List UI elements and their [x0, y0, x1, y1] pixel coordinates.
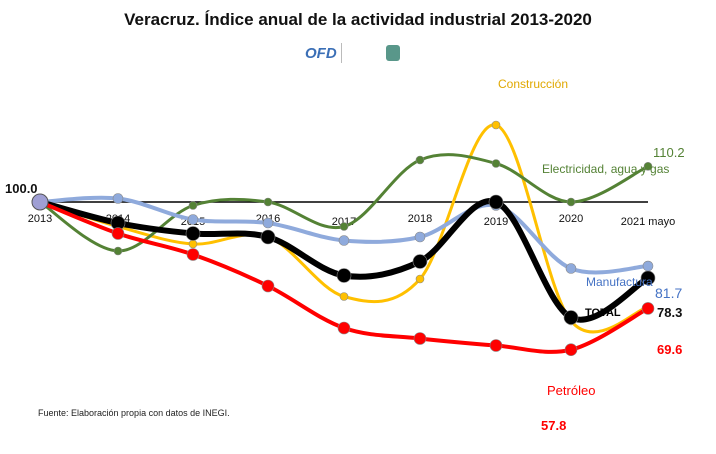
- data-point: [564, 343, 578, 357]
- series-line: [39, 198, 650, 323]
- x-tick-label: 2019: [484, 216, 508, 228]
- data-point: [188, 239, 198, 249]
- data-point: [261, 279, 275, 293]
- data-point: [262, 217, 274, 229]
- end-value-label: 81.7: [655, 285, 682, 301]
- data-point: [414, 231, 426, 243]
- series-name-label: Manufactura: [586, 275, 653, 289]
- data-point: [113, 246, 123, 256]
- data-point: [415, 155, 425, 165]
- chart-title: Veracruz. Índice anual de la actividad i…: [124, 10, 592, 29]
- series-name-label: Petróleo: [547, 383, 595, 398]
- data-point: [186, 248, 200, 261]
- logo-text: OFD: [305, 44, 337, 62]
- series-line: [39, 195, 649, 275]
- data-point: [263, 197, 273, 207]
- data-point: [413, 332, 427, 345]
- baseline-label: 100.0: [5, 181, 38, 196]
- end-value-label: 78.3: [657, 305, 682, 320]
- data-point: [641, 302, 655, 315]
- seal-icon: [385, 45, 400, 61]
- data-point: [187, 214, 199, 225]
- data-point: [337, 321, 351, 335]
- data-point: [488, 194, 504, 210]
- data-point: [412, 254, 428, 269]
- data-point: [642, 260, 654, 272]
- data-point: [112, 193, 124, 204]
- data-point: [491, 159, 501, 168]
- data-point: [491, 120, 501, 130]
- min-value-label: 57.8: [541, 418, 566, 433]
- data-point: [339, 222, 349, 231]
- data-point: [563, 310, 579, 325]
- data-point: [336, 268, 352, 283]
- data-point: [415, 274, 425, 284]
- end-value-label: 110.2: [653, 145, 685, 160]
- source-note: Fuente: Elaboración propia con datos de …: [38, 408, 230, 418]
- data-point: [640, 270, 656, 286]
- x-tick-label: 2018: [408, 213, 432, 225]
- x-tick-label: 2021 mayo: [621, 216, 675, 228]
- data-point: [643, 162, 653, 171]
- start-marker: [31, 193, 49, 211]
- data-point: [185, 226, 201, 241]
- series-name-label: Electricidad, agua y gas: [542, 162, 669, 176]
- logo-caption-box: [340, 43, 382, 63]
- x-tick-label: 2020: [559, 213, 583, 225]
- data-point: [188, 201, 198, 210]
- data-point: [489, 339, 503, 352]
- series-line: [39, 123, 649, 334]
- data-point: [338, 235, 350, 246]
- data-point: [339, 292, 349, 301]
- end-value-label: 69.6: [657, 342, 682, 357]
- data-point: [260, 229, 276, 245]
- series-name-label: TOTAL: [585, 307, 621, 319]
- data-point: [565, 263, 577, 274]
- data-point: [111, 227, 125, 240]
- ofd-logo: OFD: [305, 40, 400, 66]
- x-tick-label: 2013: [28, 213, 52, 225]
- series-name-label: Construcción: [498, 77, 568, 91]
- data-point: [566, 197, 576, 207]
